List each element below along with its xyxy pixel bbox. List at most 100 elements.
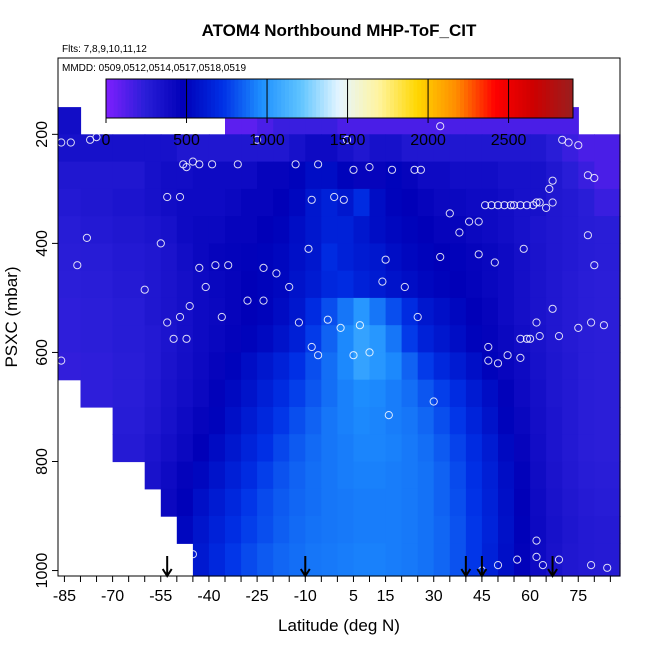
colorbar-segment: [425, 79, 430, 118]
heatmap-cell: [385, 488, 403, 517]
heatmap-cell: [530, 134, 547, 163]
colorbar-segment: [144, 79, 150, 118]
heatmap-cell: [176, 297, 194, 326]
heatmap-cell: [369, 161, 387, 190]
observation-point: [233, 160, 242, 169]
heatmap-cell: [337, 434, 355, 463]
heatmap-cell: [144, 325, 162, 354]
x-axis: -85 -70 -55 -40 -25 -10 5 15 30 45 60 75: [53, 575, 611, 605]
heatmap-cell: [353, 434, 371, 463]
heatmap-cell: [289, 379, 306, 408]
colorbar-segment: [222, 79, 228, 118]
heatmap-cell: [562, 188, 579, 217]
heatmap-cell: [401, 543, 419, 577]
heatmap-cell: [546, 461, 563, 490]
heatmap-cell: [594, 407, 621, 435]
heatmap-cell: [449, 134, 467, 163]
heatmap-cell: [465, 543, 483, 577]
heatmap-cell: [241, 407, 258, 435]
heatmap-cell: [578, 434, 595, 463]
heatmap-cell: [465, 270, 483, 299]
observation-point: [182, 163, 191, 172]
observation-point: [484, 356, 493, 365]
heatmap-cell: [594, 134, 621, 163]
heatmap-cell: [562, 325, 579, 354]
heatmap-cell: [225, 488, 242, 517]
colorbar-segment: [436, 79, 442, 118]
heatmap-cell: [530, 216, 547, 244]
heatmap-cell: [481, 297, 499, 326]
colorbar-segment: [141, 79, 146, 118]
observation-point: [513, 555, 522, 564]
heatmap-cell: [401, 134, 419, 163]
heatmap-cell: [257, 134, 274, 163]
colorbar-segment: [249, 79, 255, 118]
observation-point: [400, 282, 409, 292]
heatmap-cell: [176, 461, 194, 490]
heatmap-cell: [321, 379, 338, 408]
colorbar-segment: [179, 79, 185, 118]
heatmap-cell: [465, 379, 483, 408]
colorbar-tick-label: 1500: [330, 132, 366, 149]
heatmap-cell: [176, 216, 194, 244]
heatmap-cell: [481, 216, 499, 244]
observation-point: [253, 135, 262, 144]
heatmap-cell: [289, 325, 306, 354]
observation-point: [140, 285, 149, 294]
heatmap-cell: [273, 270, 290, 299]
heatmap-cell: [273, 461, 290, 490]
heatmap-cell: [273, 516, 290, 544]
heatmap-cell: [160, 243, 178, 272]
colorbar-segment: [429, 79, 434, 118]
colorbar-segment: [246, 79, 251, 118]
observation-point: [474, 250, 483, 259]
heatmap-cell: [337, 407, 355, 435]
heatmap-cell: [385, 216, 403, 244]
colorbar-segment: [129, 79, 134, 118]
colorbar-segment: [475, 79, 481, 118]
heatmap-cell: [144, 297, 162, 326]
heatmap-cell: [241, 270, 258, 299]
x-tick-label: 30: [425, 588, 443, 605]
observation-point: [516, 353, 525, 362]
x-tick-label: -10: [294, 588, 317, 605]
heatmap-cell: [433, 297, 451, 326]
heatmap-cell: [225, 543, 242, 577]
colorbar-segment: [444, 79, 449, 118]
colorbar-segment: [487, 79, 492, 118]
x-tick-label: 75: [569, 588, 587, 605]
heatmap-cell: [208, 216, 226, 244]
heatmap-cell: [321, 270, 338, 299]
x-tick-label: -85: [53, 588, 76, 605]
colorbar-segment: [440, 79, 446, 118]
heatmap-cell: [192, 407, 210, 435]
heatmap-cell: [225, 270, 242, 299]
heatmap-cell: [80, 243, 114, 272]
heatmap-cell: [241, 188, 258, 217]
heatmap-cell: [241, 434, 258, 463]
colorbar-segment: [456, 79, 461, 118]
heatmap-cell: [208, 325, 226, 354]
observation-point: [493, 561, 503, 570]
heatmap-cell: [498, 243, 515, 272]
observation-point: [217, 312, 226, 322]
heatmap-cell: [546, 243, 563, 272]
heatmap-cell: [433, 488, 451, 517]
observation-point: [195, 263, 204, 272]
heatmap-cell: [321, 434, 338, 463]
heatmap-cell: [594, 434, 621, 463]
colorbar-segment: [152, 79, 158, 118]
heatmap-cell: [498, 270, 515, 299]
observation-point: [323, 315, 332, 324]
colorbar-segment: [393, 79, 399, 118]
colorbar-segment: [273, 79, 278, 118]
x-axis-label: Latitude (deg N): [278, 616, 400, 635]
heatmap-cell: [321, 161, 338, 190]
observation-point: [522, 201, 532, 210]
colorbar-segment: [421, 79, 426, 118]
heatmap-cell: [417, 161, 435, 190]
heatmap-cell: [498, 188, 515, 217]
observation-point: [503, 351, 512, 360]
observation-point: [484, 342, 493, 352]
heatmap-cell: [530, 434, 547, 463]
